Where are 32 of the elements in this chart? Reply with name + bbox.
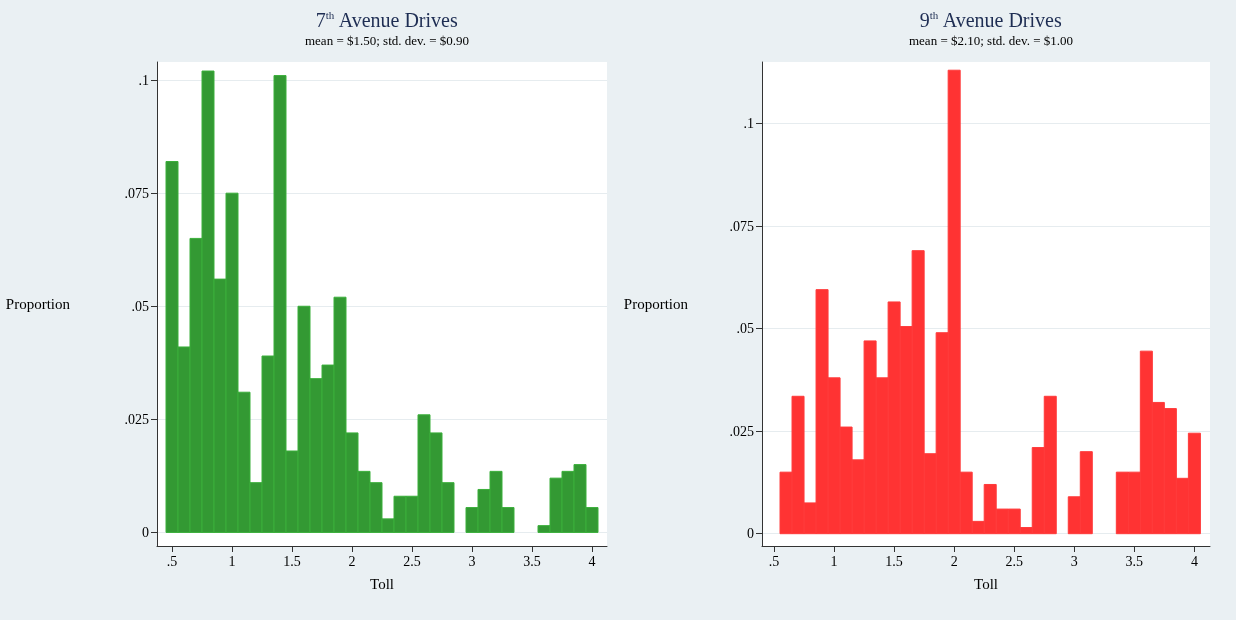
x-tick-label: 2.5 (1005, 553, 1023, 569)
x-tick-label: 2 (348, 553, 356, 569)
x-axis-title: Toll (370, 575, 394, 592)
x-tick-label: 3.5 (1125, 553, 1144, 569)
x-tick-label: 3.5 (523, 553, 541, 569)
x-tick-label: 2.5 (403, 553, 421, 569)
y-tick-label: .05 (736, 321, 754, 337)
x-tick-label: 3 (1070, 553, 1078, 569)
x-tick-label: 1 (228, 553, 236, 569)
y-tick-label: .075 (729, 218, 754, 234)
x-tick-label: .5 (166, 553, 178, 569)
x-tick-label: 4 (1190, 553, 1198, 569)
y-tick-label: 0 (142, 524, 149, 540)
x-axis-title: Toll (974, 575, 998, 592)
x-tick-label: 3 (468, 553, 476, 569)
y-tick-label: .025 (729, 423, 754, 439)
chart-subtitle: mean = $1.50; std. dev. = $0.90 (304, 32, 470, 48)
x-tick-label: 1.5 (885, 553, 903, 569)
x-tick-label: 1.5 (283, 553, 301, 569)
x-tick-label: 2 (950, 553, 958, 569)
y-tick-label: .05 (131, 298, 149, 314)
x-tick-label: .5 (768, 553, 780, 569)
y-tick-label: 0 (747, 526, 754, 542)
y-tick-label: .025 (124, 411, 149, 427)
y-tick-label: .075 (124, 185, 149, 201)
x-tick-label: 1 (830, 553, 838, 569)
y-axis-title: Proportion (623, 296, 689, 312)
y-tick-label: .1 (138, 72, 149, 88)
chart-subtitle: mean = $2.10; std. dev. = $1.00 (908, 32, 1074, 48)
y-tick-label: .1 (743, 116, 754, 132)
x-tick-label: 4 (588, 553, 596, 569)
y-axis-title: Proportion (5, 296, 71, 312)
